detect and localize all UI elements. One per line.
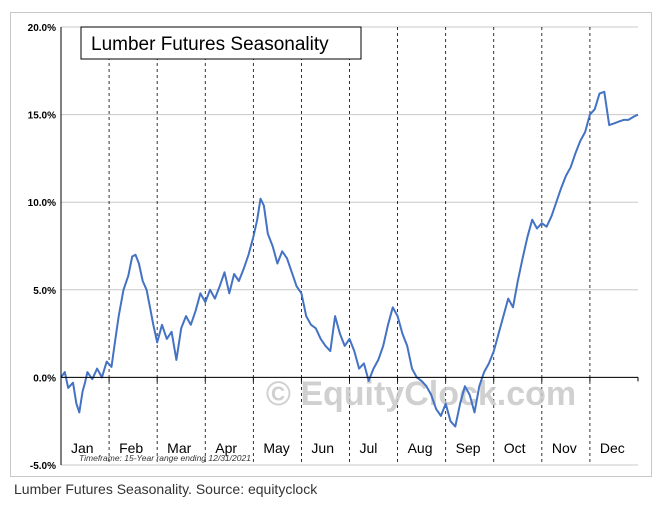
figure-caption: Lumber Futures Seasonality. Source: equi… [14, 481, 318, 497]
y-tick-label: 5.0% [33, 286, 56, 297]
y-tick-label: 15.0% [28, 111, 56, 122]
x-tick-label: Aug [408, 440, 433, 456]
chart-frame: © EquityClock.com 20.0% 15.0% 10.0% 5.0% 0.0… [10, 12, 652, 477]
x-tick-label: May [263, 440, 289, 456]
chart-title-box: Lumber Futures Seasonality [80, 26, 362, 60]
x-tick-label: Sep [456, 440, 481, 456]
x-tick-label: Jul [360, 440, 378, 456]
x-tick-label: Nov [552, 440, 577, 456]
title-border [80, 26, 362, 60]
x-tick-label: Jun [311, 440, 334, 456]
x-tick-label: Jan [71, 440, 94, 456]
series-layer [60, 90, 639, 428]
x-tick-label: Dec [600, 440, 625, 456]
x-tick-label: Mar [167, 440, 191, 456]
y-tick-label: 10.0% [28, 198, 56, 209]
axis-layer [60, 27, 639, 465]
x-tick-label: Feb [119, 440, 143, 456]
timeframe-footnote: Timeframe: 15-Year range ending 12/31/20… [79, 453, 251, 463]
y-tick-label: 20.0% [28, 23, 56, 34]
series-line [60, 90, 639, 428]
x-tick-label: Oct [504, 440, 526, 456]
chart-svg: © EquityClock.com 20.0%15.0%10.0%5.0%0.0… [28, 23, 639, 472]
label-layer: 20.0% 15.0% 10.0% 5.0% 0.0% -5.0% Jan Feb Mar Apr… [28, 23, 625, 472]
y-tick-label: -5.0% [30, 461, 56, 472]
y-tick-label: 0.0% [33, 373, 56, 384]
x-tick-label: Apr [215, 440, 237, 456]
chart-title: Lumber Futures Seasonality [91, 34, 329, 55]
